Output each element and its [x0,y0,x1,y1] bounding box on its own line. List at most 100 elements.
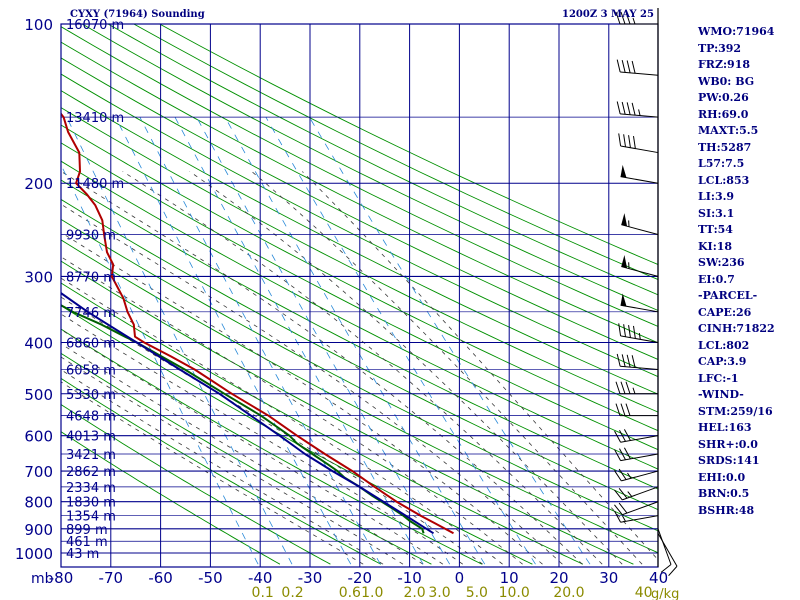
mixing-ratio-tick-label: 0.2 [281,585,303,600]
wind-barbs [613,11,678,577]
wind-barb [614,501,659,516]
index-value: SI:3.1 [698,206,735,220]
height-label: 9930 m [66,229,116,244]
dry-adiabat [61,107,658,413]
moist-adiabat [61,277,503,565]
index-value: TH:5287 [698,140,752,154]
index-value: EI:0.7 [698,272,735,286]
wind-barb [657,528,672,573]
index-value: LCL:802 [698,338,750,352]
mixing-ratio-tick-label: 2.0 [403,585,425,600]
index-value: SRDS:141 [698,454,760,467]
moist-adiabat [61,296,483,565]
index-value: RH:69.0 [698,107,749,121]
height-labels: 16070 m 13410 m 11480 m 9930 m 8770 m 7746 m 6… [66,18,124,562]
dry-adiabat [61,431,281,565]
dry-adiabat [61,239,658,554]
wind-barb [618,323,659,343]
height-label: 43 m [66,547,99,562]
wind-barb [615,381,658,395]
mixing-ratio-tick-label: 5.0 [466,585,488,600]
mixing-ratio-line [265,117,536,565]
height-label: 16070 m [66,18,124,33]
wind-barb [615,403,658,417]
height-label: 899 m [66,523,108,538]
index-value: PW:0.26 [698,91,749,104]
dry-adiabat [159,24,658,266]
mixing-ratio-tick-label: 0.6 [339,585,361,600]
mixing-ratio-tick-label: 20.0 [553,585,584,600]
moist-adiabat [61,369,384,565]
temperature-tick-label: -60 [148,569,173,587]
grid-lines [61,24,658,567]
height-label: 1354 m [66,510,116,525]
index-value: TT:54 [698,223,733,236]
temperature-tick-label: -10 [397,569,422,587]
mixing-ratio-unit-label: g/kg [651,587,679,600]
dry-adiabat [107,24,658,296]
dry-adiabat [61,41,658,344]
wind-barb [620,164,659,184]
temperature-tick-labels: -80 -70 -60 -50 -40 -30 -20 -10 0 10 20 30 40 [49,569,668,587]
dry-adiabat [61,57,658,360]
index-value: HEL:163 [698,421,752,434]
dry-adiabat [61,377,382,565]
moist-adiabat [302,171,658,561]
height-label: 4013 m [66,430,116,445]
pressure-tick-label: 400 [24,334,53,352]
mixing-ratio-tick-label: 0.1 [252,585,274,600]
index-value: CAPE:26 [698,305,752,319]
moist-adiabat [61,343,424,565]
index-value: LI:3.9 [698,190,735,203]
pressure-unit-label: mb [31,571,54,587]
wind-barb [616,59,659,76]
mixing-ratio-tick-label: 3.0 [428,585,450,600]
index-value: -PARCEL- [698,289,758,302]
dry-adiabat [61,73,658,378]
wind-barb [616,101,659,118]
pressure-tick-label: 600 [24,428,53,446]
wind-barb [614,486,659,501]
sounding-profiles [61,112,454,535]
mixing-ratio-line [196,117,451,565]
index-value: BRN:0.5 [698,487,750,500]
height-label: 8770 m [66,270,116,285]
dry-adiabat [61,26,658,327]
index-value: WB0: BG [698,74,755,88]
index-value: LFC:-1 [698,371,739,385]
pressure-tick-label: 1000 [15,545,53,563]
wind-barb [618,133,659,154]
dry-adiabat [61,90,658,395]
wind-barb [615,11,658,25]
station-title: CYXY (71964) Sounding [70,9,205,20]
pressure-tick-label: 300 [24,268,53,286]
moist-adiabat [189,171,623,565]
pressure-tick-label: 500 [24,386,53,404]
pressure-tick-labels: 100 200 300 400 500 600 700 800 900 1000 [15,16,53,563]
pressure-tick-label: 200 [24,175,53,193]
index-value: MAXT:5.5 [698,124,759,137]
dry-adiabat [61,404,331,565]
moist-adiabat [251,171,643,565]
wind-barb [620,293,659,313]
parcel-profile [61,291,435,535]
height-label: 3421 m [66,448,116,463]
wind-barb [614,510,659,523]
dry-adiabat [61,218,658,532]
dry-adiabat [81,24,658,311]
moist-adiabat [61,381,364,565]
index-value: KI:18 [698,239,733,253]
height-label: 7746 m [66,306,116,321]
height-label: 461 m [66,535,108,550]
mixing-ratio-labels: 0.1 0.2 0.6 1.0 2.0 3.0 5.0 10.0 20.0 40 [252,585,653,600]
height-label: 1830 m [66,496,116,511]
temperature-tick-label: -50 [198,569,223,587]
dry-adiabat [133,24,658,281]
index-value: LCL:853 [698,173,750,187]
index-value: CAP:3.9 [698,355,747,368]
moist-adiabat [61,356,404,565]
moist-adiabat [61,256,523,565]
height-label: 13410 m [66,111,124,126]
index-value: WMO:71964 [698,25,775,38]
